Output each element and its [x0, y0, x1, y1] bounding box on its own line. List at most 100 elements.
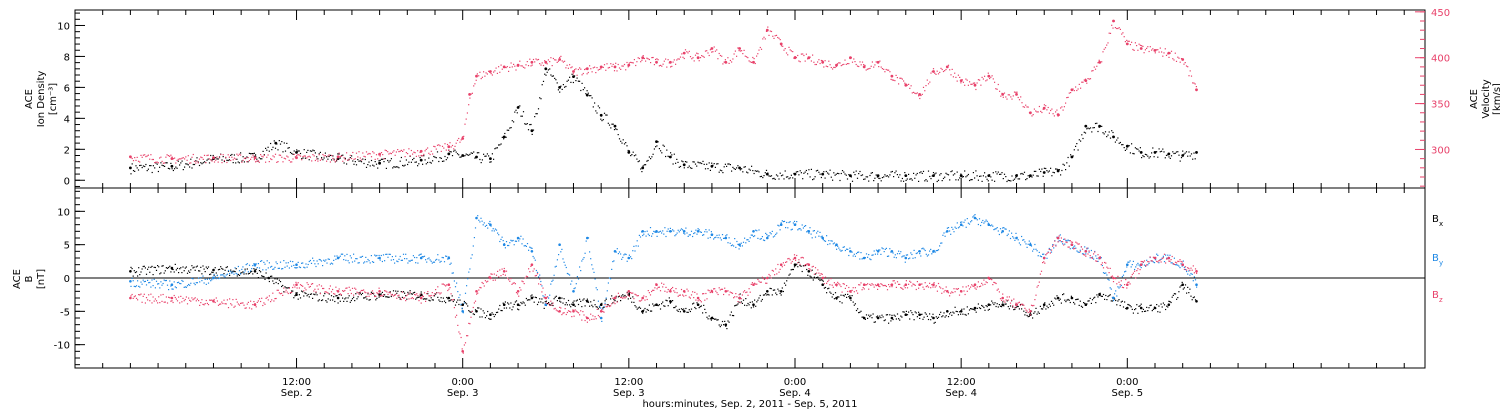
velocity-sample: [667, 59, 669, 61]
bz-sample: [670, 288, 673, 290]
bx-sample: [168, 266, 170, 269]
velocity-sample: [823, 66, 825, 68]
velocity-sample: [1112, 27, 1114, 29]
density-sample: [535, 113, 537, 115]
velocity-sample: [884, 71, 886, 73]
density-sample: [1012, 179, 1014, 181]
bx-sample: [775, 292, 777, 294]
velocity-sample: [274, 153, 277, 155]
velocity-sample: [607, 67, 609, 69]
by-sample: [512, 239, 514, 242]
bx-sample: [984, 309, 986, 311]
density-sample: [662, 144, 664, 146]
bx-sample: [997, 306, 999, 308]
bz-sample: [735, 293, 737, 295]
velocity-sample: [949, 69, 951, 71]
density-sample: [284, 150, 287, 152]
velocity-sample: [763, 36, 765, 38]
density-sample: [775, 174, 778, 176]
by-sample: [295, 267, 297, 269]
bz-sample: [621, 296, 623, 299]
bz-sample: [841, 291, 843, 293]
by-sample: [472, 245, 474, 247]
velocity-sample: [427, 147, 429, 149]
bz-sample: [175, 298, 177, 300]
by-sample: [275, 261, 277, 263]
velocity-point: [890, 74, 894, 78]
by-sample: [384, 260, 386, 262]
by-sample: [944, 235, 946, 237]
bx-sample: [672, 300, 674, 302]
by-sample: [361, 255, 364, 257]
bx-sample: [785, 284, 787, 286]
bx-sample: [639, 307, 642, 309]
by-sample: [217, 277, 220, 280]
bx-sample: [748, 304, 750, 306]
bz-sample: [323, 287, 325, 290]
bz-sample: [741, 294, 743, 296]
velocity-sample: [1061, 106, 1063, 108]
bx-sample: [1074, 303, 1076, 305]
bx-sample: [521, 303, 523, 305]
bz-sample: [407, 293, 409, 295]
bz-sample: [765, 282, 767, 284]
velocity-sample: [1063, 106, 1065, 108]
density-sample: [152, 165, 154, 167]
density-sample: [200, 162, 202, 164]
by-sample: [654, 231, 656, 233]
bz-sample: [987, 276, 989, 278]
bx-sample: [944, 316, 946, 318]
bz-sample: [618, 295, 621, 297]
by-sample: [571, 280, 573, 282]
by-point: [419, 256, 423, 260]
velocity-sample: [789, 49, 791, 51]
velocity-sample: [577, 68, 579, 71]
bz-sample: [457, 324, 459, 326]
bx-sample: [165, 267, 167, 269]
bz-sample: [582, 311, 584, 313]
bx-sample: [709, 318, 711, 320]
bx-sample: [1153, 306, 1156, 308]
density-sample: [916, 172, 918, 175]
by-sample: [991, 224, 993, 226]
density-sample: [473, 151, 475, 153]
bz-sample: [817, 269, 819, 271]
bz-sample: [1190, 267, 1192, 269]
bx-sample: [655, 304, 657, 306]
by-sample: [382, 254, 385, 256]
velocity-sample: [1086, 82, 1088, 84]
velocity-sample: [348, 158, 350, 160]
bz-sample: [604, 304, 606, 306]
by-sample: [193, 282, 195, 284]
bx-sample: [858, 312, 860, 314]
by-point: [696, 230, 700, 233]
bx-sample: [1065, 301, 1067, 303]
bx-sample: [779, 292, 781, 294]
by-sample: [541, 285, 543, 287]
bz-sample: [1098, 257, 1100, 259]
by-sample: [761, 236, 763, 238]
velocity-sample: [485, 72, 487, 74]
by-sample: [790, 229, 792, 231]
bz-sample: [431, 292, 433, 294]
bz-sample: [211, 299, 213, 301]
bx-sample: [328, 293, 330, 295]
bx-sample: [1117, 300, 1119, 302]
velocity-sample: [1106, 44, 1108, 46]
by-sample: [788, 221, 790, 224]
bz-sample: [214, 301, 216, 304]
density-sample: [778, 178, 780, 180]
velocity-sample: [1011, 98, 1013, 100]
bx-sample: [142, 265, 144, 268]
density-sample: [594, 102, 596, 104]
density-sample: [1083, 131, 1085, 133]
velocity-sample: [398, 151, 400, 153]
velocity-sample: [1060, 107, 1062, 109]
density-sample: [812, 179, 814, 181]
density-sample: [266, 149, 268, 151]
bx-sample: [130, 266, 132, 268]
density-sample: [373, 165, 375, 167]
velocity-sample: [1194, 83, 1196, 85]
density-sample: [770, 175, 773, 177]
velocity-sample: [944, 70, 946, 72]
